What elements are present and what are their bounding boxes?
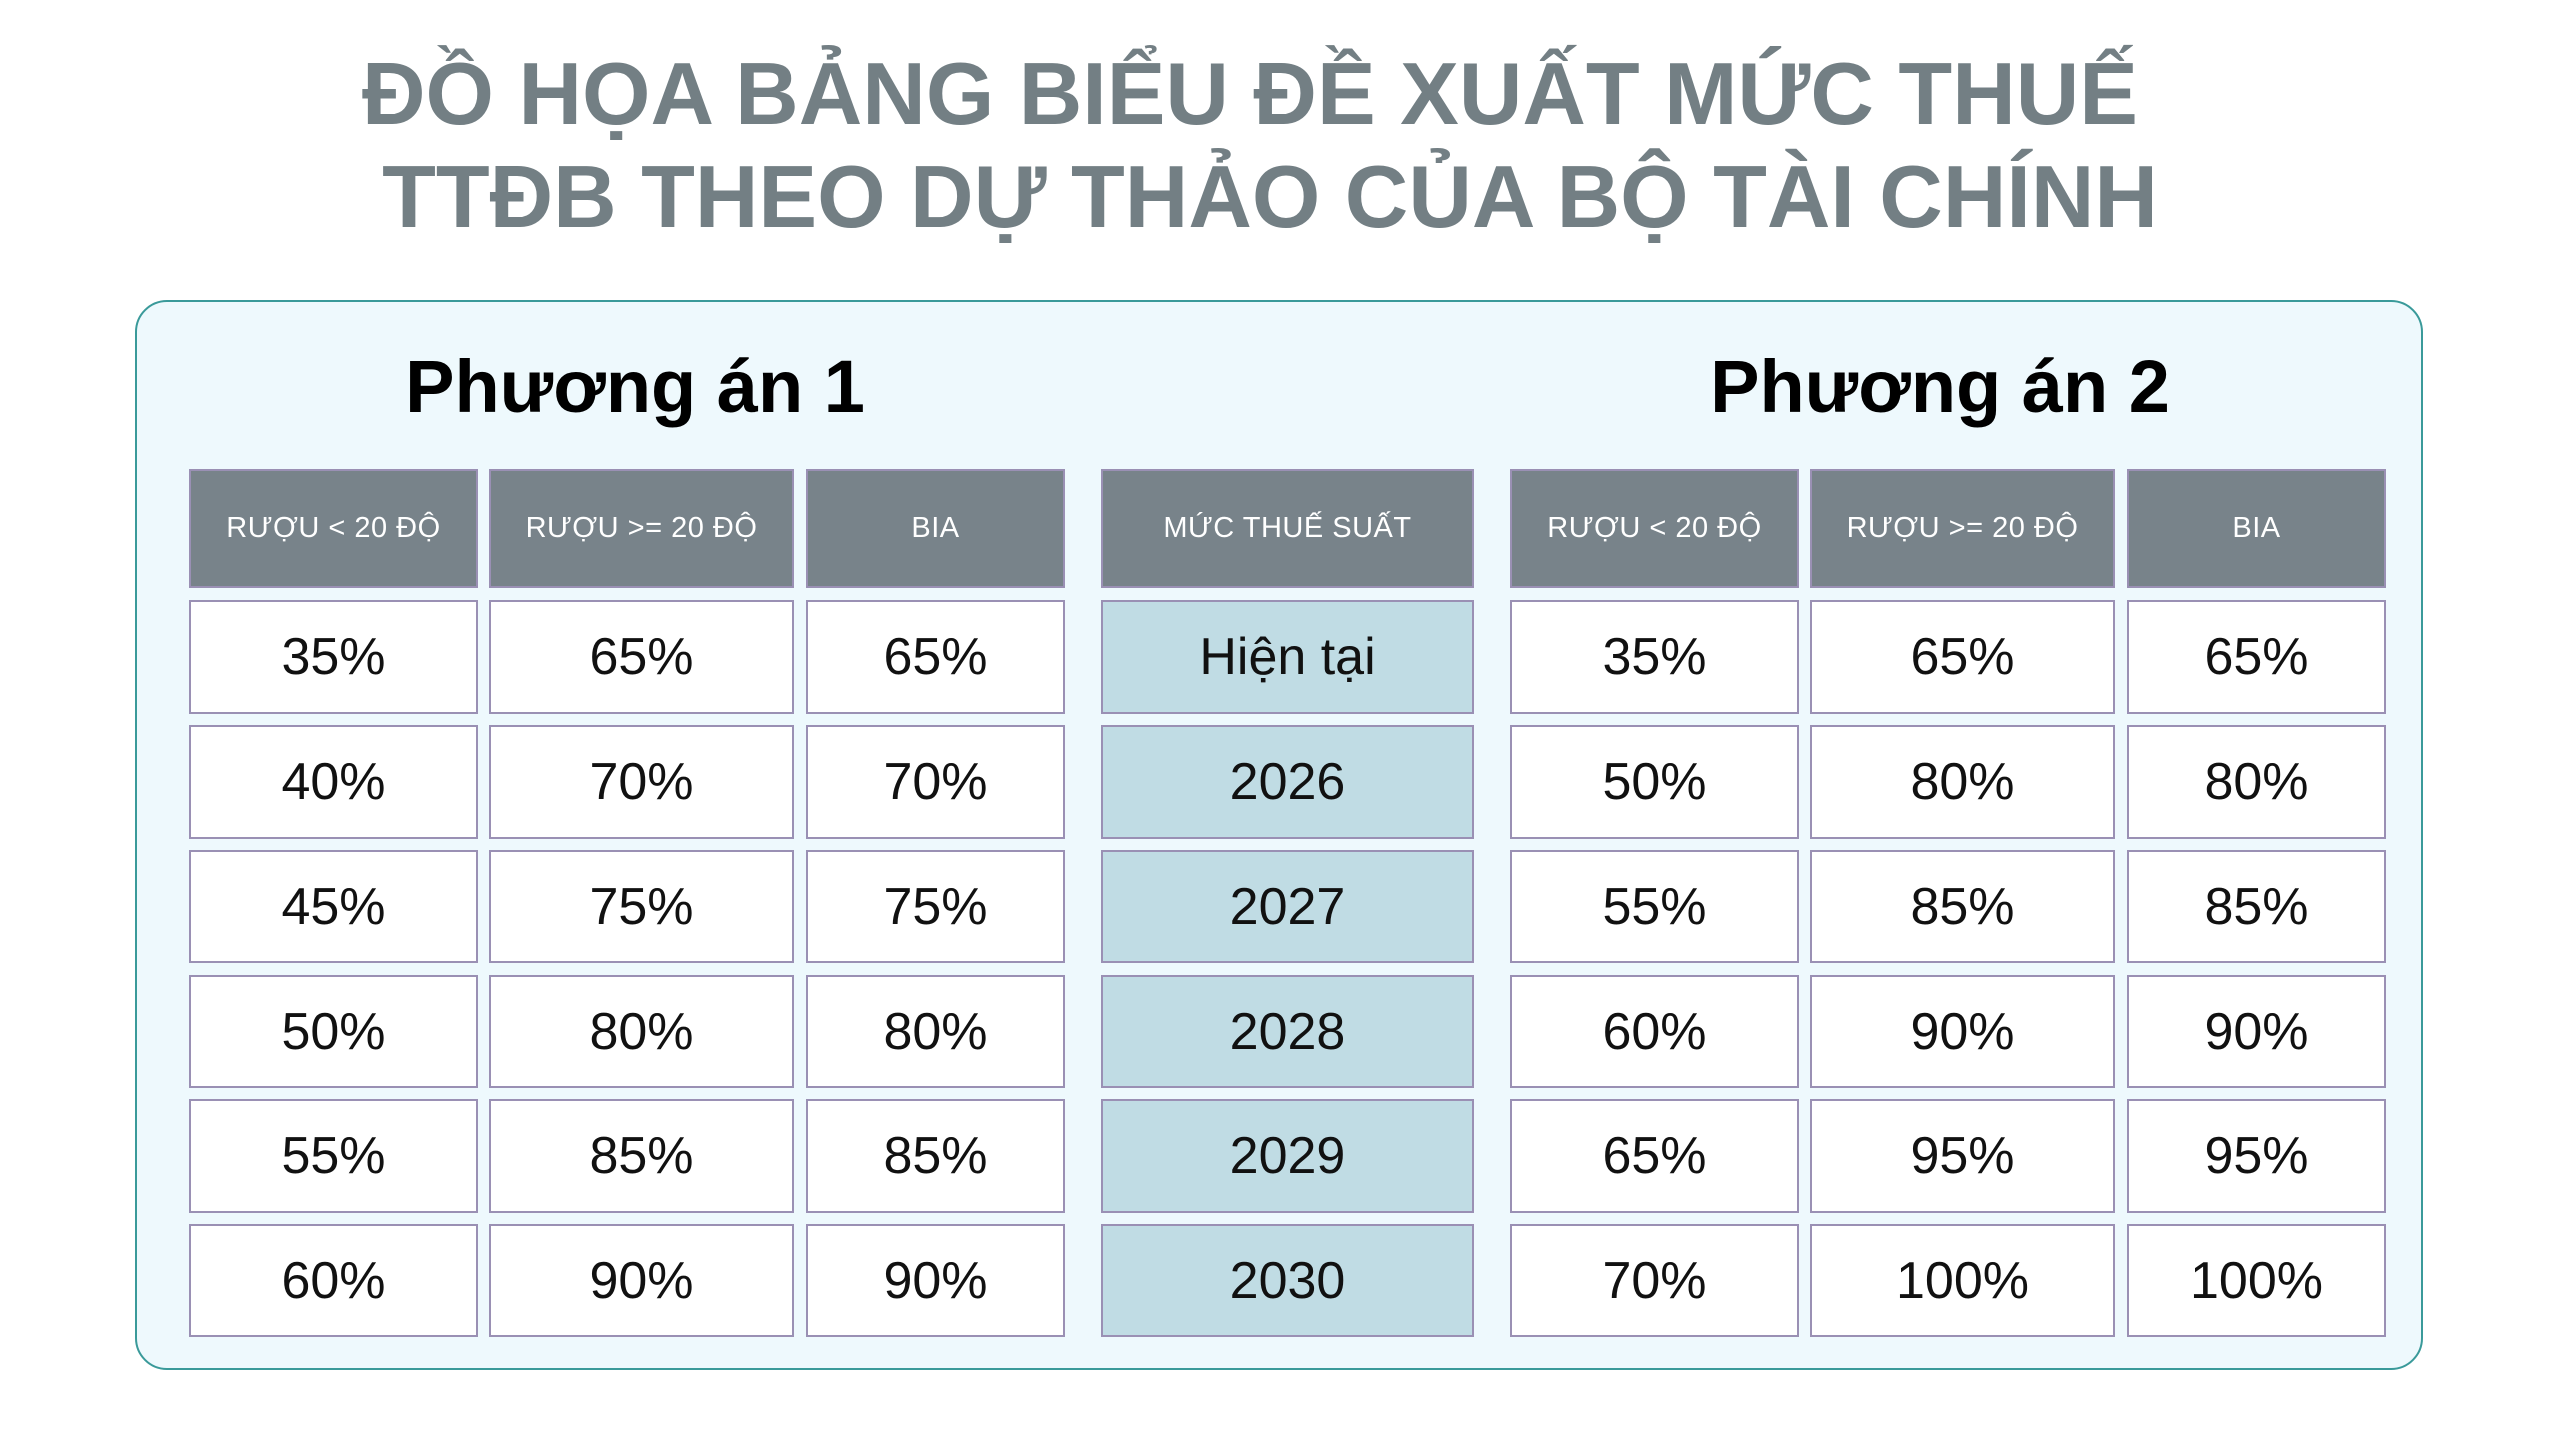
plan-1-rate-cell: 90%: [489, 1224, 794, 1337]
year-cell: 2030: [1101, 1224, 1474, 1337]
plan-2-heading: Phương án 2: [1710, 345, 2170, 428]
plan-2-rate-cell: 80%: [1810, 725, 2115, 839]
plan-2-rate-cell: 90%: [1810, 975, 2115, 1088]
plan-2-column-header: RƯỢU < 20 ĐỘ: [1510, 469, 1799, 588]
plan-2-rate-cell: 95%: [1810, 1099, 2115, 1213]
plan-1-heading: Phương án 1: [405, 345, 865, 428]
plan-1-rate-cell: 70%: [489, 725, 794, 839]
plan-1-column-header: RƯỢU < 20 ĐỘ: [189, 469, 478, 588]
plan-1-rate-cell: 80%: [806, 975, 1065, 1088]
plan-1-rate-cell: 75%: [806, 850, 1065, 963]
plan-1-rate-cell: 35%: [189, 600, 478, 714]
plan-2-rate-cell: 100%: [1810, 1224, 2115, 1337]
plan-1-rate-cell: 75%: [489, 850, 794, 963]
plan-2-rate-cell: 85%: [1810, 850, 2115, 963]
plan-2-rate-cell: 100%: [2127, 1224, 2386, 1337]
page-title-line-2: TTĐB THEO DỰ THẢO CỦA BỘ TÀI CHÍNH: [382, 147, 2158, 246]
year-cell: 2026: [1101, 725, 1474, 839]
plan-1-rate-cell: 85%: [489, 1099, 794, 1213]
year-cell: Hiện tại: [1101, 600, 1474, 714]
plan-2-column-header: BIA: [2127, 469, 2386, 588]
page-title-line-1: ĐỒ HỌA BẢNG BIỂU ĐỀ XUẤT MỨC THUẾ: [362, 44, 2138, 143]
plan-1-rate-cell: 65%: [489, 600, 794, 714]
plan-1-rate-cell: 85%: [806, 1099, 1065, 1213]
plan-2-rate-cell: 65%: [1510, 1099, 1799, 1213]
plan-2-rate-cell: 70%: [1510, 1224, 1799, 1337]
tax-rate-column-header: MỨC THUẾ SUẤT: [1101, 469, 1474, 588]
plan-2-rate-cell: 55%: [1510, 850, 1799, 963]
plan-2-rate-cell: 95%: [2127, 1099, 2386, 1213]
plan-1-rate-cell: 60%: [189, 1224, 478, 1337]
year-cell: 2027: [1101, 850, 1474, 963]
plan-1-rate-cell: 80%: [489, 975, 794, 1088]
plan-2-rate-cell: 65%: [2127, 600, 2386, 714]
plan-2-rate-cell: 85%: [2127, 850, 2386, 963]
plan-1-rate-cell: 45%: [189, 850, 478, 963]
year-cell: 2029: [1101, 1099, 1474, 1213]
plan-1-column-header: RƯỢU >= 20 ĐỘ: [489, 469, 794, 588]
plan-2-rate-cell: 60%: [1510, 975, 1799, 1088]
plan-2-rate-cell: 50%: [1510, 725, 1799, 839]
plan-2-column-header: RƯỢU >= 20 ĐỘ: [1810, 469, 2115, 588]
plan-1-rate-cell: 55%: [189, 1099, 478, 1213]
plan-1-column-header: BIA: [806, 469, 1065, 588]
year-cell: 2028: [1101, 975, 1474, 1088]
plan-1-rate-cell: 90%: [806, 1224, 1065, 1337]
plan-2-rate-cell: 35%: [1510, 600, 1799, 714]
plan-1-rate-cell: 65%: [806, 600, 1065, 714]
plan-1-rate-cell: 50%: [189, 975, 478, 1088]
plan-1-rate-cell: 70%: [806, 725, 1065, 839]
plan-2-rate-cell: 80%: [2127, 725, 2386, 839]
plan-2-rate-cell: 90%: [2127, 975, 2386, 1088]
plan-1-rate-cell: 40%: [189, 725, 478, 839]
plan-2-rate-cell: 65%: [1810, 600, 2115, 714]
